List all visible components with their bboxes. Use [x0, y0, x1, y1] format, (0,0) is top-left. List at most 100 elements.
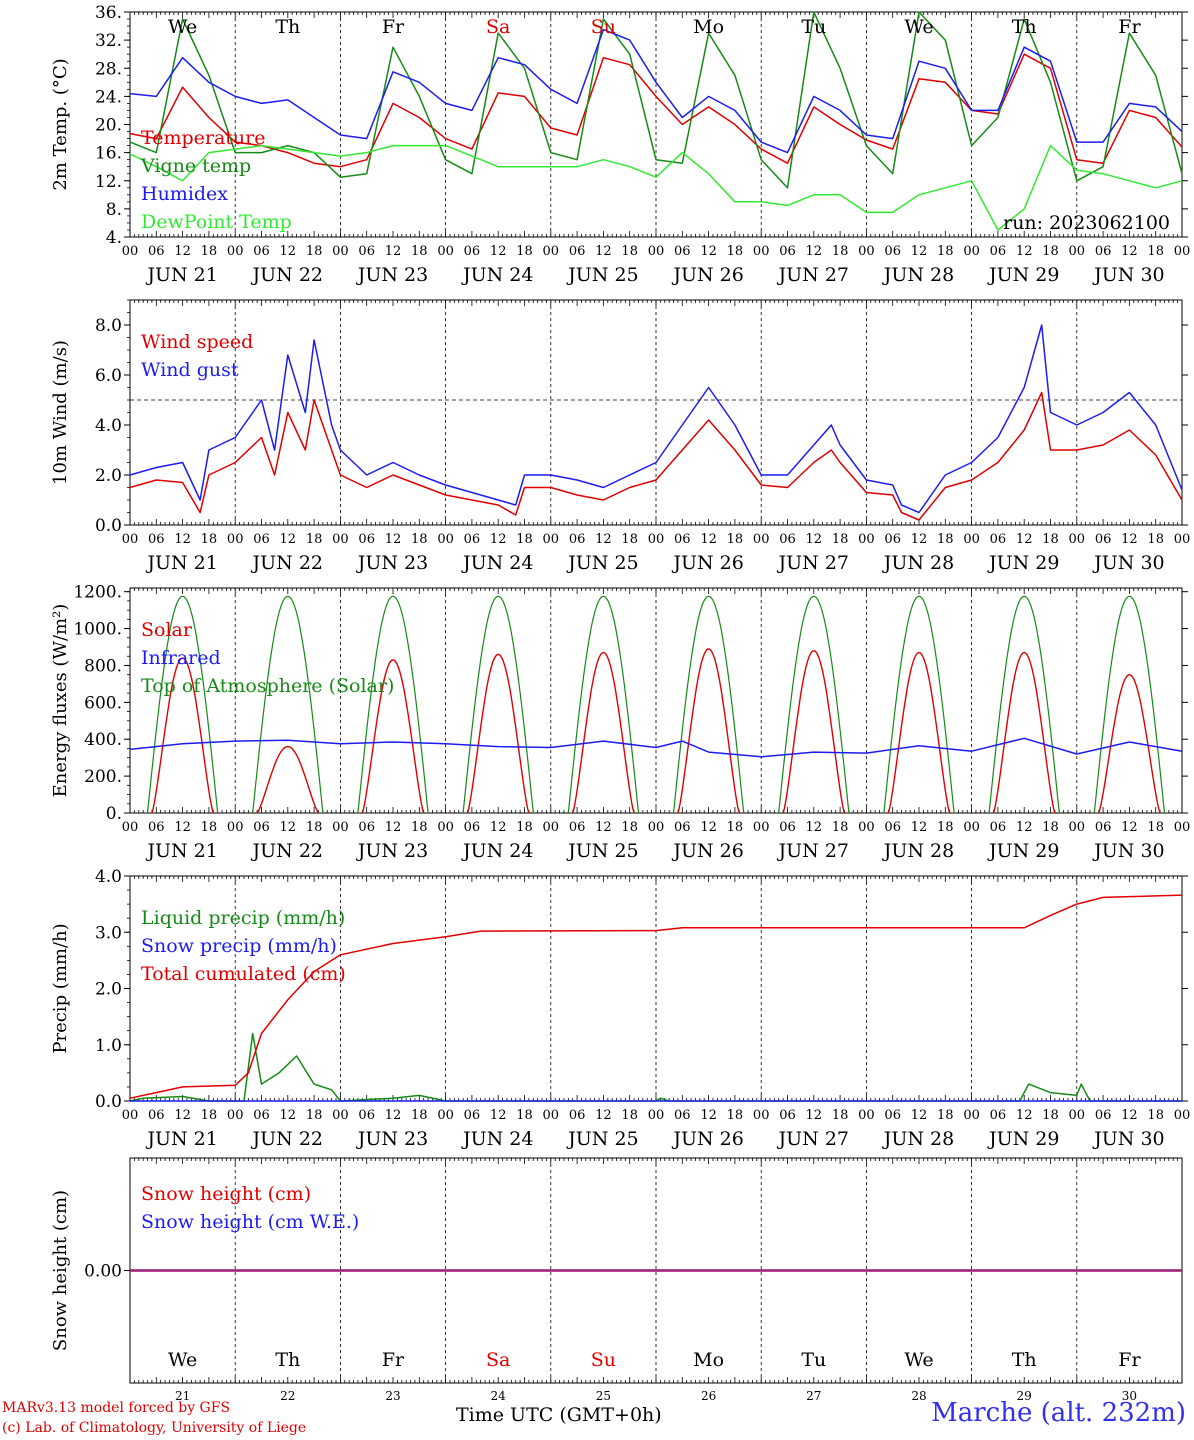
- hour-tick-label: 12: [595, 244, 612, 259]
- date-label: JUN 29: [987, 264, 1059, 286]
- day-number-label: 24: [491, 1389, 507, 1403]
- series-solar-day: [361, 659, 425, 814]
- series-solar-day: [1098, 674, 1161, 814]
- hour-tick-label: 12: [174, 1108, 191, 1123]
- weekday-label: We: [904, 16, 933, 38]
- hour-tick-label: 06: [884, 244, 901, 259]
- hour-tick-label: 12: [911, 532, 928, 547]
- legend-entry: Liquid precip (mm/h): [141, 907, 345, 929]
- day-number-label: 29: [1017, 1389, 1032, 1403]
- hour-tick-label: 06: [569, 820, 586, 835]
- hour-tick-label: 06: [990, 820, 1007, 835]
- hour-tick-label: 00: [648, 244, 665, 259]
- legend-entry: Top of Atmosphere (Solar): [141, 675, 394, 697]
- panel-snow: [124, 1157, 1183, 1384]
- hour-tick-label: 12: [1121, 1108, 1138, 1123]
- y-tick-label: 0.0: [95, 516, 122, 536]
- hour-tick-label: 18: [1042, 532, 1059, 547]
- hour-tick-label: 18: [516, 1108, 533, 1123]
- hour-tick-label: 00: [1069, 820, 1086, 835]
- y-tick-label: 2.0: [95, 980, 122, 1000]
- weekday-label: Sa: [486, 16, 510, 38]
- panel-precip: [124, 875, 1188, 1102]
- hour-tick-label: 06: [779, 532, 796, 547]
- date-label: JUN 29: [987, 840, 1059, 862]
- hour-tick-label: 06: [990, 532, 1007, 547]
- y-axis-title: Snow height (cm): [50, 1190, 71, 1351]
- date-label: JUN 24: [461, 552, 533, 574]
- hour-tick-label: 18: [411, 244, 428, 259]
- hour-tick-label: 12: [806, 820, 823, 835]
- date-label: JUN 25: [566, 552, 638, 574]
- date-label: JUN 24: [461, 1128, 533, 1150]
- day-number-label: 30: [1122, 1389, 1137, 1403]
- date-label: JUN 27: [777, 1128, 849, 1150]
- date-label: JUN 22: [251, 552, 323, 574]
- hour-tick-label: 06: [674, 532, 691, 547]
- hour-tick-label: 18: [1147, 1108, 1164, 1123]
- series-toa-solar-day: [462, 595, 534, 814]
- weekday-label: Sa: [486, 1349, 510, 1371]
- hour-tick-label: 18: [1042, 1108, 1059, 1123]
- legend-entry: Snow height (cm): [141, 1183, 311, 1205]
- hour-tick-label: 00: [437, 532, 454, 547]
- y-tick-label: 1200.: [73, 583, 122, 603]
- hour-tick-label: 06: [253, 1108, 270, 1123]
- hour-tick-label: 12: [174, 244, 191, 259]
- hour-tick-label: 18: [516, 820, 533, 835]
- y-tick-label: 16.: [95, 144, 122, 164]
- weekday-label: Fr: [382, 1349, 405, 1371]
- hour-tick-label: 06: [1095, 1108, 1112, 1123]
- hour-tick-label: 00: [332, 532, 349, 547]
- day-number-label: 27: [806, 1389, 821, 1403]
- hour-tick-label: 00: [332, 1108, 349, 1123]
- date-label: JUN 29: [987, 552, 1059, 574]
- date-label: JUN 28: [882, 1128, 954, 1150]
- hour-tick-label: 00: [963, 532, 980, 547]
- series-solar-day: [256, 745, 320, 814]
- panel-frame: [129, 11, 1183, 238]
- hour-tick-label: 00: [858, 1108, 875, 1123]
- hour-tick-label: 00: [858, 532, 875, 547]
- date-label: JUN 28: [882, 264, 954, 286]
- weekday-label: Th: [275, 1349, 300, 1371]
- weekday-label: Th: [1012, 1349, 1037, 1371]
- date-label: JUN 22: [251, 840, 323, 862]
- series-infrared: [129, 737, 1183, 758]
- series-toa-solar-day: [988, 595, 1060, 814]
- hour-tick-label: 00: [963, 820, 980, 835]
- hour-tick-label: 00: [122, 532, 139, 547]
- panel-temp: [124, 11, 1188, 238]
- date-label: JUN 25: [566, 264, 638, 286]
- legend-entry: Temperature: [141, 127, 265, 149]
- day-number-label: 26: [701, 1389, 716, 1403]
- date-label: JUN 26: [671, 264, 743, 286]
- hour-tick-label: 00: [227, 244, 244, 259]
- hour-tick-label: 18: [1042, 820, 1059, 835]
- date-label: JUN 26: [671, 552, 743, 574]
- legend-entry: Humidex: [141, 183, 228, 205]
- hour-tick-label: 18: [306, 532, 323, 547]
- series-solar-day: [992, 651, 1056, 814]
- hour-tick-label: 06: [253, 532, 270, 547]
- hour-tick-label: 00: [122, 1108, 139, 1123]
- hour-tick-label: 18: [727, 244, 744, 259]
- hour-tick-label: 06: [569, 1108, 586, 1123]
- series-total-cumulated-cm-: [129, 894, 1183, 1099]
- hour-tick-label: 06: [674, 244, 691, 259]
- series-toa-solar-day: [1093, 595, 1166, 814]
- date-label: JUN 22: [251, 1128, 323, 1150]
- hour-tick-label: 06: [1095, 244, 1112, 259]
- series-toa-solar-day: [567, 595, 640, 814]
- hour-tick-label: 00: [753, 244, 770, 259]
- hour-tick-label: 18: [937, 820, 954, 835]
- y-tick-label: 3.0: [95, 923, 122, 943]
- hour-tick-label: 12: [700, 244, 717, 259]
- date-label: JUN 24: [461, 264, 533, 286]
- series-toa-solar-day: [146, 595, 219, 814]
- credit-lab: (c) Lab. of Climatology, University of L…: [2, 1420, 307, 1436]
- hour-tick-label: 18: [832, 532, 849, 547]
- hour-tick-label: 18: [937, 244, 954, 259]
- series-solar-day: [572, 651, 635, 814]
